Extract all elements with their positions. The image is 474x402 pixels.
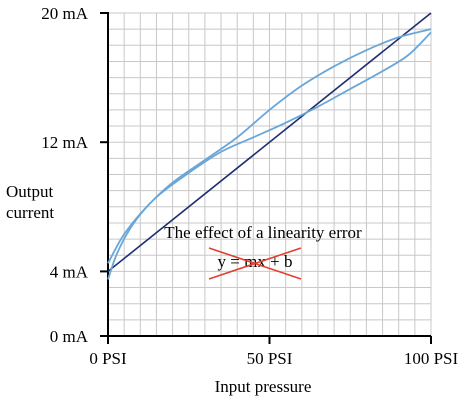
- nonlinear-series-line-1: [107, 31, 432, 280]
- y-axis-title-line-1: Output: [6, 182, 54, 201]
- x-tick-label: 50 PSI: [247, 349, 293, 368]
- chart-series: [107, 12, 432, 280]
- nonlinear-series-line-2: [107, 28, 432, 264]
- formula-strike-line-2: [208, 247, 302, 280]
- y-tick-label: 4 mA: [50, 262, 89, 281]
- x-tick-label: 0 PSI: [89, 349, 127, 368]
- chart-axes: [100, 12, 432, 344]
- y-tick-label: 20 mA: [41, 4, 88, 23]
- y-axis-title-line-2: current: [6, 203, 54, 222]
- y-tick-label: 0 mA: [50, 327, 89, 346]
- x-tick-label: 100 PSI: [404, 349, 459, 368]
- x-axis-title: Input pressure: [215, 377, 312, 396]
- y-tick-label: 12 mA: [41, 133, 88, 152]
- chart-grid: [108, 12, 432, 336]
- chart-tick-labels: 0 mA 4 mA 12 mA 20 mA 0 PSI 50 PSI 100 PSI: [41, 4, 458, 368]
- ideal-linear-series-line: [107, 12, 432, 273]
- linearity-error-caption: The effect of a linearity error: [164, 223, 362, 242]
